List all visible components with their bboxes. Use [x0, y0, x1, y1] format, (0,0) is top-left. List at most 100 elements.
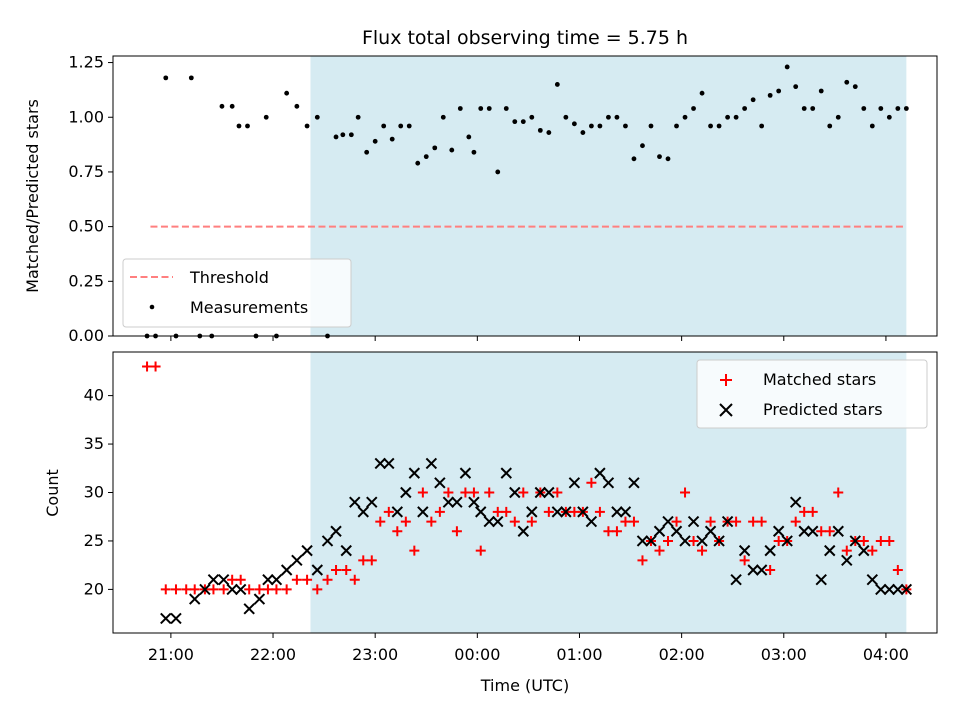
predicted-star-point	[687, 515, 700, 528]
predicted-star-point	[321, 535, 334, 547]
matched-star-point	[208, 584, 219, 595]
predicted-star-point	[560, 506, 572, 518]
predicted-star-point	[875, 583, 887, 596]
measurement-point	[597, 123, 603, 129]
measurement-point	[512, 119, 518, 125]
bottom-legend: Matched stars Predicted stars	[696, 359, 928, 429]
measurement-point	[716, 123, 722, 129]
measurement-point	[733, 114, 739, 120]
measurement-point	[623, 123, 628, 129]
x-tick-label: 04:00	[863, 645, 909, 664]
measurement-point	[665, 156, 671, 162]
predicted-star-point	[611, 506, 623, 518]
predicted-star-point	[568, 477, 581, 489]
matched-star-point	[824, 526, 835, 537]
matched-star-point	[468, 487, 479, 498]
matched-star-point	[748, 516, 759, 527]
predicted-star-point	[602, 477, 615, 489]
matched-star-point	[552, 487, 563, 498]
predicted-star-point	[366, 496, 378, 508]
matched-star-point	[518, 487, 529, 498]
matched-star-point	[688, 535, 699, 546]
matched-star-point	[218, 584, 229, 595]
measurement-point	[571, 121, 577, 127]
predicted-star-point	[747, 564, 759, 576]
measurement-point	[793, 84, 799, 90]
measurement-point	[466, 134, 472, 140]
top-panel-frame	[112, 55, 938, 337]
predicted-star-point	[425, 457, 438, 470]
predicted-star-point	[815, 573, 827, 586]
predicted-star-point	[798, 525, 810, 537]
matched-star-point	[773, 535, 784, 546]
matched-star-point	[341, 565, 352, 576]
predicted-star-point	[442, 496, 455, 508]
matched-star-point	[291, 574, 302, 585]
predicted-star-point	[704, 525, 717, 537]
legend-matched-swatch	[720, 374, 732, 386]
predicted-star-point	[628, 477, 640, 489]
measurement-point	[188, 75, 194, 81]
matched-star-point	[628, 516, 639, 527]
matched-star-point	[409, 545, 420, 556]
measurement-point	[304, 123, 310, 129]
matched-star-point	[892, 565, 903, 576]
bottom-legend-box	[696, 359, 928, 429]
predicted-star-point	[526, 506, 538, 518]
measurement-point	[640, 143, 645, 149]
matched-star-point	[620, 516, 631, 527]
matched-star-point	[543, 506, 554, 517]
matched-star-point	[262, 584, 273, 595]
matched-star-point	[586, 477, 597, 488]
predicted-star-point	[468, 496, 480, 508]
x-tick-label: 00:00	[454, 645, 500, 664]
predicted-star-point	[291, 554, 303, 567]
predicted-star-point	[781, 535, 793, 547]
predicted-star-point	[841, 554, 853, 567]
top-y-tick-label: 1.25	[68, 53, 104, 72]
predicted-star-point	[434, 477, 446, 489]
predicted-star-point	[517, 525, 530, 537]
measurement-point	[674, 123, 679, 129]
matched-star-point	[765, 565, 776, 576]
measurement-point	[708, 123, 713, 129]
x-tick-label: 21:00	[148, 645, 194, 664]
x-tick-label: 03:00	[761, 645, 807, 664]
x-tick-label: 22:00	[250, 645, 296, 664]
measurement-point	[801, 106, 807, 111]
measurement-point	[699, 90, 705, 96]
legend-predicted-swatch	[719, 403, 733, 417]
matched-star-point	[235, 574, 246, 585]
measurement-point	[691, 106, 696, 111]
matched-star-point	[150, 361, 161, 372]
measurement-point	[457, 106, 463, 111]
predicted-star-point	[357, 506, 369, 518]
measurement-point	[563, 114, 569, 120]
matched-star-point	[358, 555, 369, 566]
measurement-point	[333, 134, 339, 140]
predicted-star-point	[892, 583, 904, 596]
matched-star-point	[603, 526, 614, 537]
matched-star-point	[254, 584, 265, 595]
predicted-star-point	[807, 525, 819, 537]
measurement-point	[423, 154, 429, 160]
predicted-star-point	[417, 506, 429, 518]
predicted-star-point	[696, 535, 708, 547]
matched-star-point	[312, 584, 323, 595]
predicted-star-point	[883, 583, 896, 596]
matched-star-point	[731, 516, 742, 527]
predicted-star-point	[543, 486, 555, 499]
predicted-star-point	[755, 564, 768, 576]
measurement-point	[742, 106, 748, 111]
matched-star-point	[322, 574, 333, 585]
matched-star-point	[451, 526, 462, 537]
measurement-point	[340, 132, 346, 138]
x-tick-label: 23:00	[352, 645, 398, 664]
measurement-point	[263, 114, 269, 120]
matched-star-point	[484, 487, 495, 498]
matched-star-point	[611, 526, 622, 537]
matched-star-point	[142, 361, 153, 372]
predicted-star-point	[713, 535, 725, 547]
matched-star-point	[492, 506, 503, 517]
